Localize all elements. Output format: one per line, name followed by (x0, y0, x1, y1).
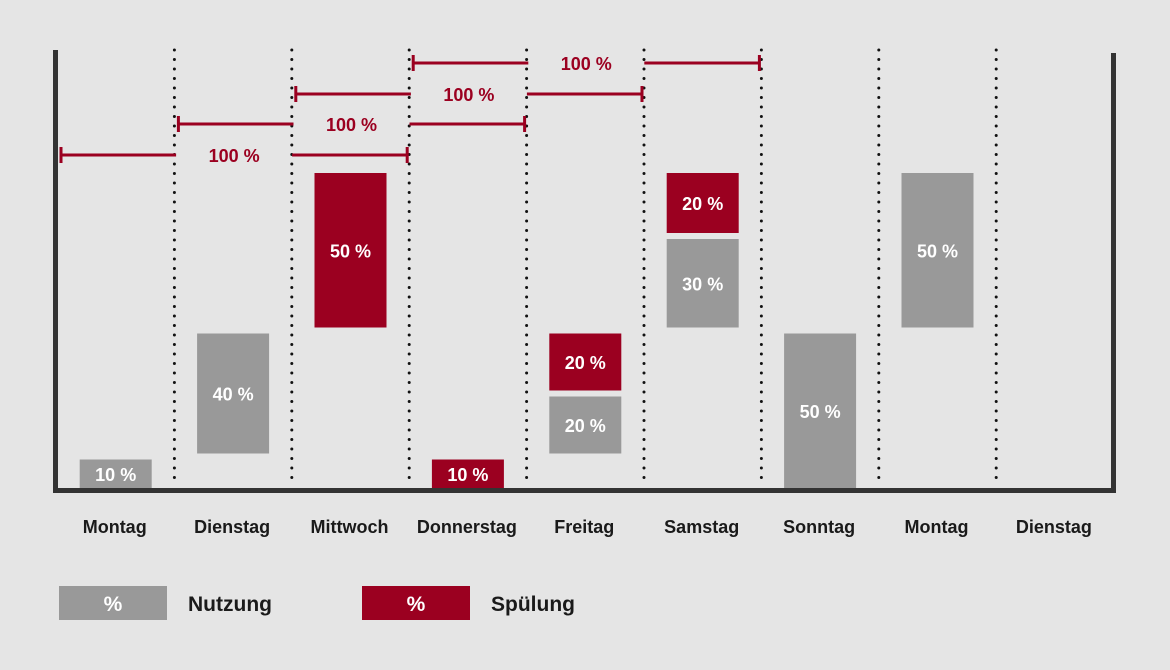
day-label: Mittwoch (311, 517, 389, 537)
bar-segment-nutzung (901, 173, 974, 328)
bar-segment-nutzung (784, 333, 857, 488)
baseline-axis (53, 488, 1116, 493)
bar-label: 40 % (213, 385, 254, 405)
bar-label: 20 % (565, 416, 606, 436)
legend-swatch-spuelung (362, 586, 470, 620)
bar-label: 30 % (682, 274, 723, 294)
bar-segment-nutzung (666, 239, 739, 328)
day-label: Montag (83, 517, 147, 537)
legend-symbol: % (407, 593, 426, 616)
span-label: 100 % (561, 54, 612, 74)
day-label: Freitag (554, 517, 614, 537)
bar-label: 50 % (917, 241, 958, 261)
legend-symbol: % (104, 593, 123, 616)
right-axis (1111, 53, 1116, 493)
bar-segment-nutzung (549, 396, 622, 454)
bar-label: 50 % (330, 241, 371, 261)
bar-label: 20 % (682, 194, 723, 214)
left-axis (53, 50, 58, 493)
bar-segment-spuelung (431, 459, 504, 488)
span-label: 100 % (443, 85, 494, 105)
span-label: 100 % (326, 115, 377, 135)
day-label: Dienstag (1016, 517, 1092, 537)
bar-segment-nutzung (197, 333, 270, 454)
bar-label: 20 % (565, 353, 606, 373)
bar-segment-spuelung (666, 173, 739, 233)
day-label: Sonntag (783, 517, 855, 537)
bar-label: 10 % (447, 465, 488, 485)
bar-label: 10 % (95, 465, 136, 485)
day-label: Montag (905, 517, 969, 537)
bar-label: 50 % (800, 402, 841, 422)
legend-label: Spülung (491, 593, 575, 616)
day-label: Dienstag (194, 517, 270, 537)
span-label: 100 % (209, 146, 260, 166)
bar-segment-spuelung (549, 333, 622, 391)
bar-segment-nutzung (79, 459, 152, 488)
legend-swatch-nutzung (59, 586, 167, 620)
day-label: Samstag (664, 517, 739, 537)
legend-label: Nutzung (188, 593, 272, 616)
bar-segment-spuelung (314, 173, 387, 328)
day-label: Donnerstag (417, 517, 517, 537)
